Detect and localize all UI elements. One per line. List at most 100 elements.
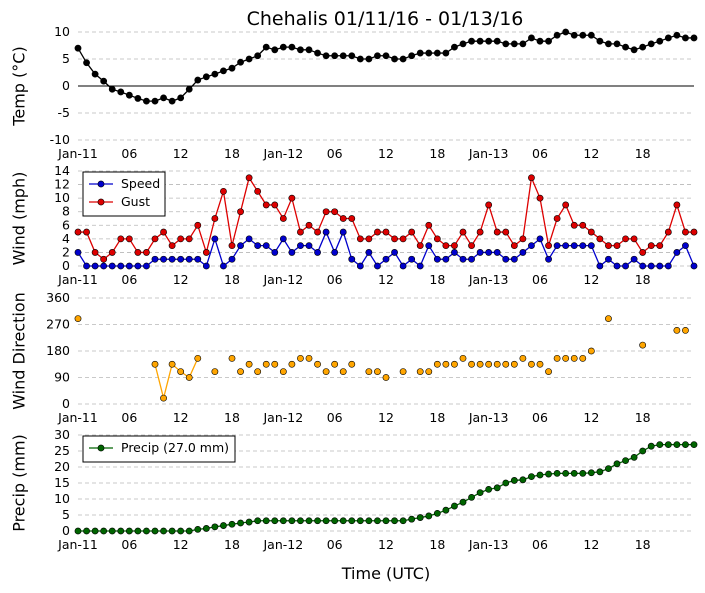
x-tick-label: 12 [378, 537, 394, 552]
data-point [570, 469, 578, 477]
data-point [587, 347, 595, 355]
data-point [433, 510, 441, 517]
data-point [382, 52, 390, 60]
data-point [177, 527, 185, 535]
x-tick-label: 12 [583, 272, 599, 287]
data-point [468, 255, 475, 263]
y-tick-label: 4 [62, 231, 70, 246]
x-tick-label: Jan-13 [468, 410, 509, 425]
x-tick-label: Jan-11 [57, 410, 98, 425]
data-point [202, 249, 210, 256]
data-point [202, 262, 210, 270]
data-point [536, 194, 544, 202]
data-point [433, 360, 441, 368]
data-point [117, 262, 125, 270]
data-point [656, 262, 664, 270]
legend-box [82, 171, 166, 217]
data-point [519, 476, 527, 484]
panel-1: -10 -5 0 5 10 Jan-11 06 12 18 Jan-12 06 12 18 Jan-13 0… [10, 24, 698, 161]
data-point [579, 31, 587, 39]
data-point [117, 527, 125, 535]
data-point [664, 228, 672, 236]
data-point [374, 368, 381, 376]
x-tick-label: 06 [121, 272, 137, 287]
data-point [237, 58, 244, 66]
data-point [100, 527, 108, 535]
data-point [459, 228, 467, 236]
data-point [502, 255, 510, 263]
data-point [553, 242, 561, 250]
data-point [664, 441, 672, 448]
y-tick-label: 12 [54, 177, 70, 192]
data-point [664, 34, 672, 42]
data-point [459, 255, 467, 263]
data-point [510, 242, 518, 250]
data-point [194, 221, 202, 229]
data-point [682, 228, 689, 236]
data-point [365, 368, 373, 376]
data-point [365, 249, 373, 256]
data-point [151, 235, 159, 243]
data-point [108, 85, 116, 93]
data-point [639, 43, 647, 51]
data-point [117, 88, 125, 96]
data-point [442, 49, 450, 57]
data-point [100, 255, 108, 263]
x-tick-label: 18 [635, 272, 651, 287]
data-point [528, 473, 535, 480]
data-point [382, 255, 390, 263]
legend-box [82, 435, 236, 463]
data-point [459, 498, 467, 506]
data-point [143, 262, 150, 270]
x-tick-label: 06 [121, 410, 137, 425]
data-point [365, 517, 373, 525]
y-axis-label: Precip (mm) [10, 434, 29, 532]
data-point [493, 360, 501, 368]
data-point [254, 517, 262, 525]
data-point [656, 242, 664, 250]
data-point [510, 477, 518, 484]
data-point [339, 228, 347, 236]
data-point [690, 34, 698, 42]
data-point [425, 49, 433, 57]
data-point [262, 242, 270, 250]
data-point [211, 235, 219, 243]
data-point [605, 40, 612, 48]
legend-label: Gust [121, 194, 150, 209]
data-point [134, 249, 142, 256]
x-tick-label: 06 [121, 146, 137, 161]
data-point [528, 242, 535, 250]
data-point [391, 517, 398, 525]
data-point [442, 506, 450, 514]
y-tick-label: -10 [50, 132, 70, 147]
data-point [630, 453, 638, 461]
x-tick-label: 18 [429, 146, 445, 161]
data-point [451, 249, 458, 256]
data-point [374, 262, 381, 270]
data-point [408, 515, 416, 523]
x-tick-label: 18 [429, 537, 445, 552]
data-point [536, 235, 544, 243]
data-point [391, 249, 398, 256]
data-point [271, 46, 279, 54]
data-point [510, 40, 518, 48]
x-tick-label: 12 [173, 146, 189, 161]
data-point [416, 368, 424, 376]
y-axis-label: Wind Direction [10, 292, 29, 410]
data-point [442, 255, 450, 263]
data-point [220, 187, 227, 195]
data-point [528, 34, 535, 42]
data-point [348, 215, 356, 222]
data-point [125, 91, 133, 99]
data-point [673, 31, 681, 39]
data-point [553, 215, 561, 222]
data-point [510, 360, 518, 368]
data-point [262, 201, 270, 209]
data-point [177, 255, 185, 263]
data-point [168, 360, 176, 368]
x-tick-label: 06 [532, 537, 548, 552]
data-point [682, 441, 689, 448]
legend-label: Precip (27.0 mm) [121, 440, 229, 455]
data-point [314, 360, 321, 368]
